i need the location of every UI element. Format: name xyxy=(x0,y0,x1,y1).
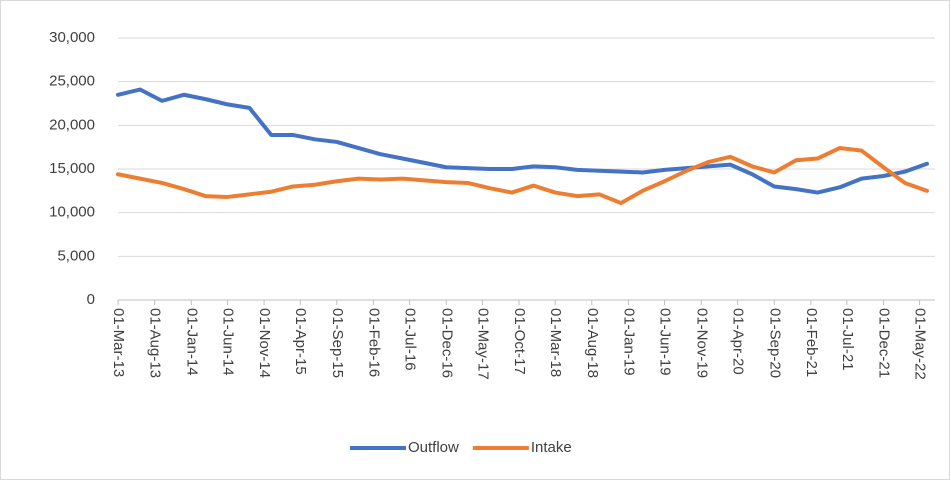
legend-label: Outflow xyxy=(408,439,459,456)
y-tick-label: 30,000 xyxy=(49,29,95,46)
x-tick-label: 01-May-17 xyxy=(474,308,491,380)
x-tick-label: 01-Mar-18 xyxy=(547,308,564,377)
y-tick-label: 25,000 xyxy=(49,73,95,90)
y-tick-label: 15,000 xyxy=(49,160,95,177)
x-tick-label: 01-May-22 xyxy=(912,308,929,380)
x-tick-label: 01-Dec-21 xyxy=(875,308,892,378)
x-tick-label: 01-Nov-14 xyxy=(256,308,273,378)
x-tick-label: 01-Jan-14 xyxy=(183,308,200,376)
x-tick-label: 01-Jul-21 xyxy=(839,308,856,371)
x-tick-label: 01-Jan-19 xyxy=(620,308,637,376)
x-tick-label: 01-Apr-20 xyxy=(730,308,747,375)
x-tick-label: 01-Aug-18 xyxy=(584,308,601,378)
x-tick-label: 01-Sep-20 xyxy=(766,308,783,378)
x-tick-label: 01-Aug-13 xyxy=(147,308,164,378)
x-tick-label: 01-Sep-15 xyxy=(329,308,346,378)
x-tick-label: 01-Mar-13 xyxy=(110,308,127,377)
x-tick-label: 01-Dec-16 xyxy=(438,308,455,378)
x-tick-label: 01-Jul-16 xyxy=(402,308,419,371)
series-line xyxy=(116,146,929,206)
x-tick-label: 01-Jun-19 xyxy=(657,308,674,376)
x-tick-label: 01-Feb-21 xyxy=(803,308,820,377)
x-tick-label: 01-Feb-16 xyxy=(365,308,382,377)
y-tick-label: 0 xyxy=(87,291,95,308)
y-tick-label: 5,000 xyxy=(57,247,95,264)
series-line xyxy=(116,87,929,195)
x-tick-label: 01-Jun-14 xyxy=(219,308,236,376)
x-tick-label: 01-Nov-19 xyxy=(693,308,710,378)
x-tick-label: 01-Oct-17 xyxy=(511,308,528,375)
y-tick-label: 20,000 xyxy=(49,116,95,133)
legend-label: Intake xyxy=(531,439,572,456)
y-tick-label: 10,000 xyxy=(49,204,95,221)
x-tick-label: 01-Apr-15 xyxy=(292,308,309,375)
